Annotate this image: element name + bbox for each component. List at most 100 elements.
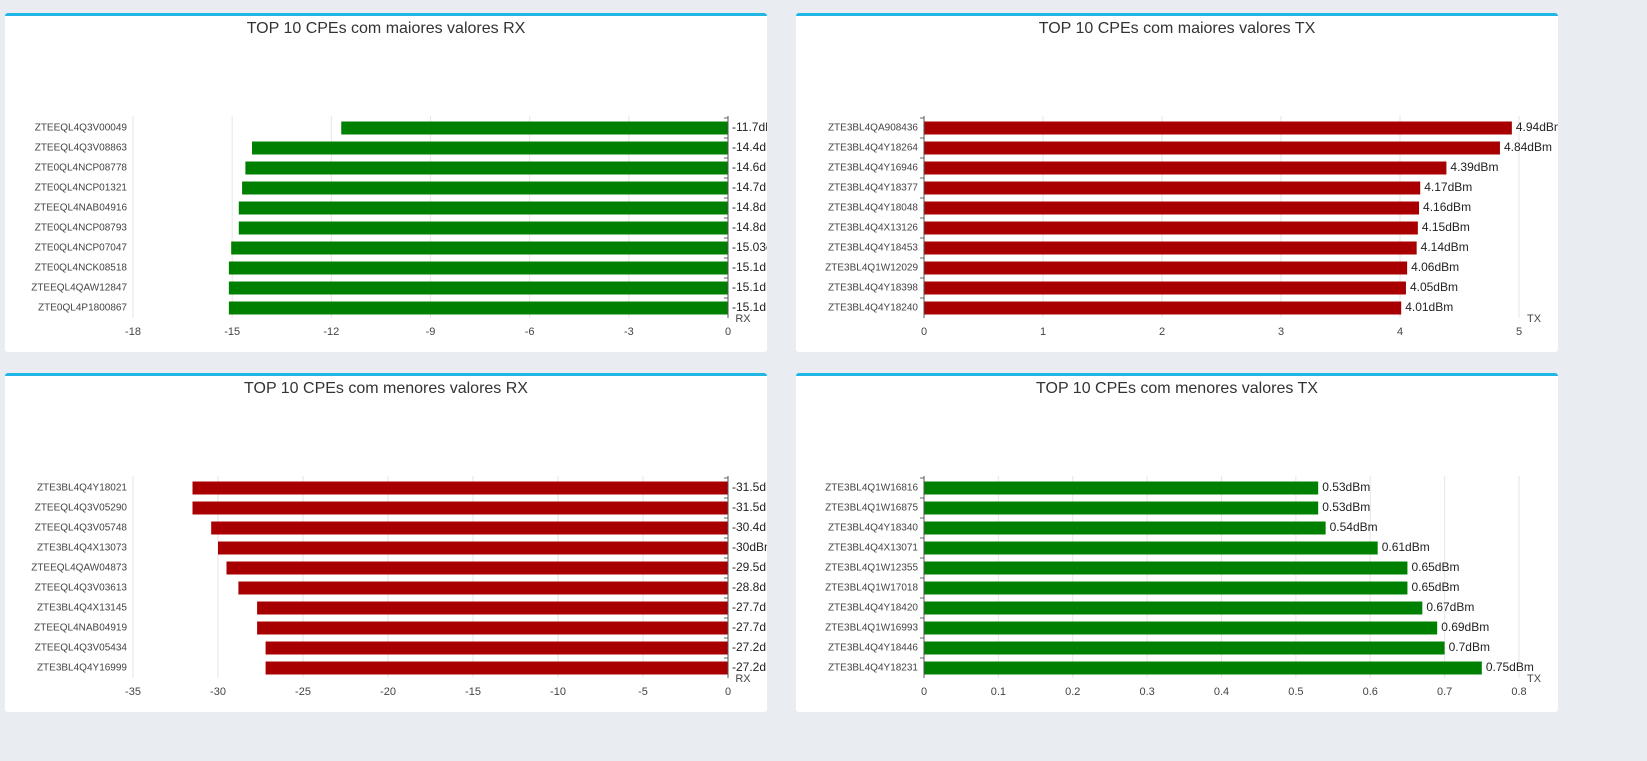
category-label: ZTE3BL4QA908436 [828, 123, 918, 134]
x-tick-label: 3 [1278, 326, 1284, 338]
x-axis-label: RX [735, 313, 751, 325]
category-label: ZTEEQL4QAW04873 [31, 563, 127, 574]
x-tick-label: 0.7 [1437, 686, 1452, 698]
category-label: ZTE0QL4NCP08778 [35, 163, 128, 174]
value-label: -15.03dBm [732, 240, 767, 254]
bar [238, 221, 728, 235]
x-tick-label: -20 [380, 686, 396, 698]
category-label: ZTE3BL4Q4X13073 [37, 543, 127, 554]
bar [231, 241, 729, 255]
category-label: ZTE3BL4Q1W16875 [825, 503, 918, 514]
bar [257, 621, 728, 635]
chart: TOP 10 CPEs com menores valores RX -35 -30… [31, 380, 767, 698]
bar [924, 621, 1438, 635]
category-label: ZTEEQL4Q3V05748 [35, 523, 128, 534]
bar [257, 601, 728, 615]
category-label: ZTEEQL4QAW12847 [31, 283, 127, 294]
value-label: -14.8dBm [732, 200, 767, 214]
bar [924, 301, 1402, 315]
x-tick-label: 0.2 [1065, 686, 1080, 698]
x-tick-label: -6 [525, 326, 535, 338]
bar [924, 481, 1319, 495]
bar [341, 121, 728, 135]
x-tick-label: -10 [550, 686, 566, 698]
value-label: 0.53dBm [1322, 500, 1370, 514]
category-label: ZTE0QL4NCP01321 [35, 183, 128, 194]
category-label: ZTE0QL4NCP08793 [35, 223, 128, 234]
category-label: ZTE3BL4Q1W12029 [825, 263, 918, 274]
value-label: 4.01dBm [1405, 300, 1453, 314]
x-tick-label: 0.4 [1214, 686, 1229, 698]
value-label: 0.67dBm [1426, 600, 1474, 614]
x-tick-label: 5 [1516, 326, 1522, 338]
value-label: -11.7dBm [732, 120, 767, 134]
value-label: 0.69dBm [1441, 620, 1489, 634]
category-label: ZTEEQL4Q3V00049 [35, 123, 128, 134]
value-label: 0.54dBm [1330, 520, 1378, 534]
category-label: ZTE0QL4NCK08518 [35, 263, 128, 274]
bar [924, 261, 1408, 275]
bar [228, 301, 728, 315]
value-label: -14.4dBm [732, 140, 767, 154]
category-label: ZTE3BL4Q4Y18398 [828, 283, 918, 294]
value-label: -15.1dBm [732, 280, 767, 294]
bar [211, 521, 728, 535]
category-label: ZTE3BL4Q4Y16946 [828, 163, 918, 174]
category-label: ZTE3BL4Q4Y18021 [37, 483, 127, 494]
x-tick-label: -3 [624, 326, 634, 338]
bar [924, 121, 1512, 135]
value-label: -14.7dBm [732, 180, 767, 194]
bar [238, 581, 728, 595]
value-label: -14.6dBm [732, 160, 767, 174]
category-label: ZTE3BL4Q4Y18240 [828, 303, 918, 314]
bar [924, 501, 1319, 515]
category-label: ZTE3BL4Q4Y18377 [828, 183, 918, 194]
x-tick-label: 0.6 [1363, 686, 1378, 698]
x-tick-label: 0.3 [1139, 686, 1154, 698]
bar [924, 581, 1408, 595]
value-label: 4.14dBm [1421, 240, 1469, 254]
chart-panel: TOP 10 CPEs com menores valores RX -35 -30… [5, 373, 767, 712]
x-tick-label: 0 [725, 686, 731, 698]
chart-panel: TOP 10 CPEs com maiores valores RX -18 -15… [5, 13, 767, 352]
x-tick-label: 2 [1159, 326, 1165, 338]
value-label: 4.16dBm [1423, 200, 1471, 214]
value-label: 4.05dBm [1410, 280, 1458, 294]
value-label: -27.7dBm [732, 600, 767, 614]
value-label: -15.1dBm [732, 300, 767, 314]
bar [924, 561, 1408, 575]
x-tick-label: -35 [125, 686, 141, 698]
category-label: ZTE3BL4Q4Y18420 [828, 603, 918, 614]
x-tick-label: 0.5 [1288, 686, 1303, 698]
x-tick-label: 0.1 [991, 686, 1006, 698]
bar [924, 221, 1418, 235]
value-label: -28.8dBm [732, 580, 767, 594]
category-label: ZTEEQL4NAB04919 [34, 623, 127, 634]
chart: TOP 10 CPEs com menores valores TX 0 0.1 0.… [825, 380, 1542, 698]
bar [924, 201, 1420, 215]
x-axis-label: TX [1527, 313, 1542, 325]
x-tick-label: -18 [125, 326, 141, 338]
value-label: -30.4dBm [732, 520, 767, 534]
bar [924, 161, 1447, 175]
bar [924, 661, 1482, 675]
bar [924, 241, 1417, 255]
value-label: -29.5dBm [732, 560, 767, 574]
x-tick-label: -12 [323, 326, 339, 338]
value-label: 0.61dBm [1382, 540, 1430, 554]
category-label: ZTE0QL4NCP07047 [35, 243, 128, 254]
chart-title: TOP 10 CPEs com maiores valores RX [247, 20, 526, 37]
x-axis-label: TX [1527, 673, 1542, 685]
value-label: 4.17dBm [1424, 180, 1472, 194]
chart-panel: TOP 10 CPEs com maiores valores TX 0 1 2 3 4 5… [796, 13, 1558, 352]
bar [924, 541, 1378, 555]
chart-title: TOP 10 CPEs com menores valores TX [1036, 380, 1318, 397]
bar [265, 641, 728, 655]
bar [924, 521, 1326, 535]
chart-title: TOP 10 CPEs com menores valores RX [244, 380, 528, 397]
category-label: ZTE3BL4Q4Y18453 [828, 243, 918, 254]
value-label: -14.8dBm [732, 220, 767, 234]
category-label: ZTE3BL4Q1W16816 [825, 483, 918, 494]
x-tick-label: -15 [465, 686, 481, 698]
